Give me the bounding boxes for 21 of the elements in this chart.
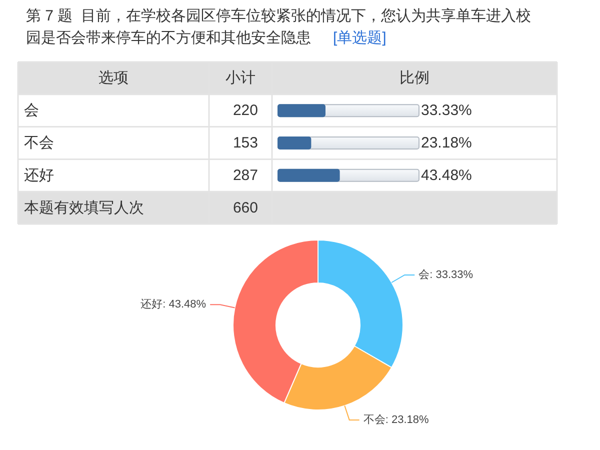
text: 660 [232, 199, 258, 216]
slice-label: 会 [418, 269, 430, 281]
data-label: 43.48% [421, 166, 472, 184]
data-label: : 33.33% [430, 269, 474, 281]
text: 287 [232, 166, 258, 184]
text: 220 [232, 102, 258, 120]
slice-label: 不会 [363, 414, 386, 426]
data-label: 23.18% [421, 134, 472, 152]
y-tick-label: 会 [24, 102, 39, 120]
text: 153 [232, 134, 258, 152]
slice-label: 还好 [140, 298, 163, 311]
y-tick-label: 还好 [24, 166, 54, 184]
text: 小计 [226, 70, 256, 87]
y-tick-label: 不会 [24, 134, 54, 152]
data-label: : 43.48% [162, 298, 206, 311]
data-label: : 23.18% [385, 414, 429, 426]
chart-subtitle: [单选题] [333, 30, 386, 46]
x-axis-title: 比例 [400, 70, 430, 87]
y-axis-title: 选项 [98, 70, 128, 87]
data-label: 33.33% [421, 102, 472, 120]
text: 本题有效填写人次 [24, 199, 144, 216]
